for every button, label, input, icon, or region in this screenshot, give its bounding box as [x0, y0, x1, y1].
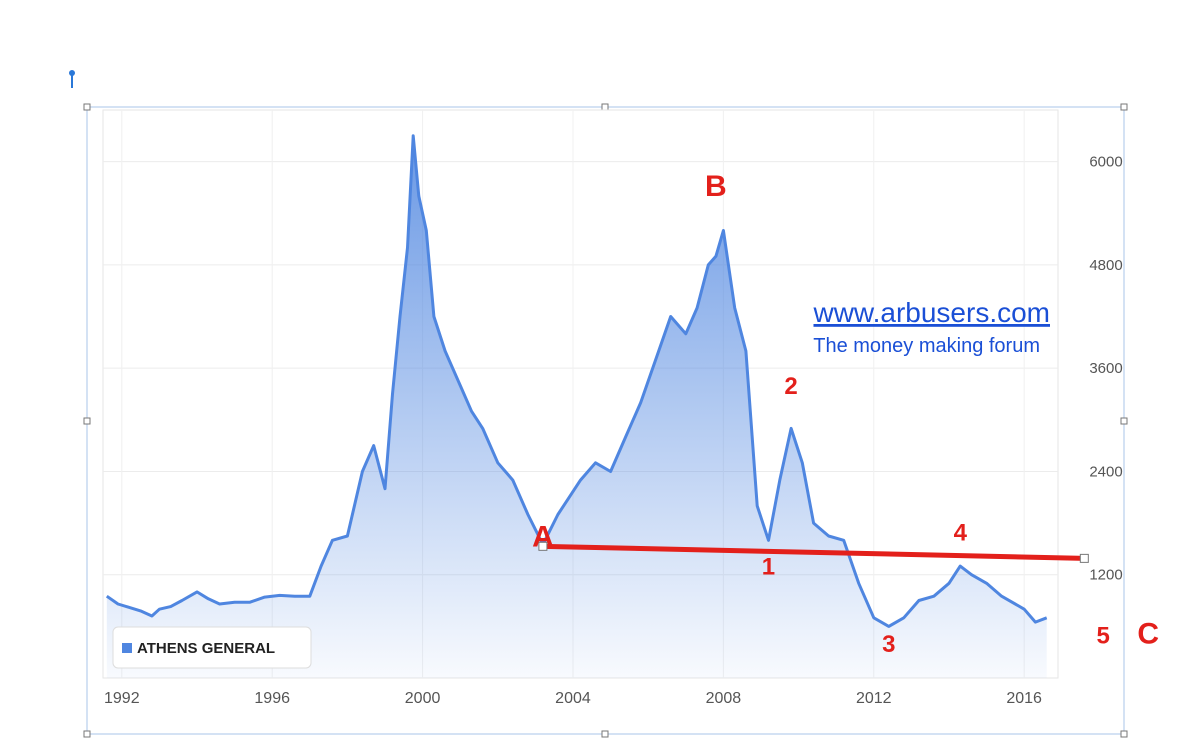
resize-handle-bottom[interactable]: [601, 730, 609, 738]
y-axis-ticks: 1200 2400 3600 4800 6000: [1089, 154, 1122, 584]
trendline-handle-end[interactable]: [1079, 553, 1089, 563]
x-tick-label: 1996: [254, 690, 290, 707]
annotation-label-1: 1: [762, 554, 775, 581]
x-tick-label: 1992: [104, 690, 140, 707]
legend: ATHENS GENERAL: [112, 626, 312, 669]
x-axis-ticks: 1992 1996 2000 2004 2008 2012 2016: [104, 690, 1042, 707]
series-line-path: [105, 134, 1048, 628]
annotation-label-2: 2: [784, 373, 797, 400]
annotation-label-4: 4: [954, 519, 968, 546]
resize-handle-bottom-right[interactable]: [1120, 730, 1128, 738]
trendline-handle-start[interactable]: [538, 541, 548, 551]
resize-handle-left[interactable]: [83, 417, 91, 425]
annotation-label-c: C: [1137, 618, 1159, 651]
resize-handle-right[interactable]: [1120, 417, 1128, 425]
annotation-label-3: 3: [882, 631, 895, 658]
series-line: [105, 134, 1048, 628]
y-tick-label: 3600: [1089, 360, 1122, 377]
annotation-label-5: 5: [1096, 623, 1109, 650]
y-tick-label: 6000: [1089, 154, 1122, 171]
series-area-fill: [106, 135, 1047, 679]
watermark-subtitle: The money making forum: [813, 335, 1040, 357]
resize-handle-top[interactable]: [601, 103, 609, 111]
x-tick-label: 2016: [1006, 690, 1042, 707]
watermark-url[interactable]: www.arbusers.com: [812, 297, 1050, 328]
trendline: [538, 541, 1089, 563]
resize-handle-top-left[interactable]: [83, 103, 91, 111]
annotation-label-b: B: [705, 170, 727, 203]
series-area: [106, 135, 1047, 679]
selection-handles[interactable]: [83, 103, 1128, 738]
x-tick-label: 2000: [405, 690, 441, 707]
resize-handle-bottom-left[interactable]: [83, 730, 91, 738]
y-tick-label: 2400: [1089, 463, 1122, 480]
x-tick-label: 2012: [856, 690, 892, 707]
y-tick-label: 1200: [1089, 567, 1122, 584]
annotation-label-a: A: [532, 520, 554, 553]
x-tick-label: 2004: [555, 690, 591, 707]
legend-label: ATHENS GENERAL: [137, 640, 275, 657]
resize-handle-top-right[interactable]: [1120, 103, 1128, 111]
y-tick-label: 4800: [1089, 257, 1122, 274]
legend-swatch: [122, 643, 132, 653]
trendline-segment[interactable]: [540, 543, 1087, 561]
rotate-handle[interactable]: [69, 70, 75, 88]
annotations: A B 1 2 3 4 5 C: [532, 170, 1159, 658]
x-tick-label: 2008: [706, 690, 742, 707]
